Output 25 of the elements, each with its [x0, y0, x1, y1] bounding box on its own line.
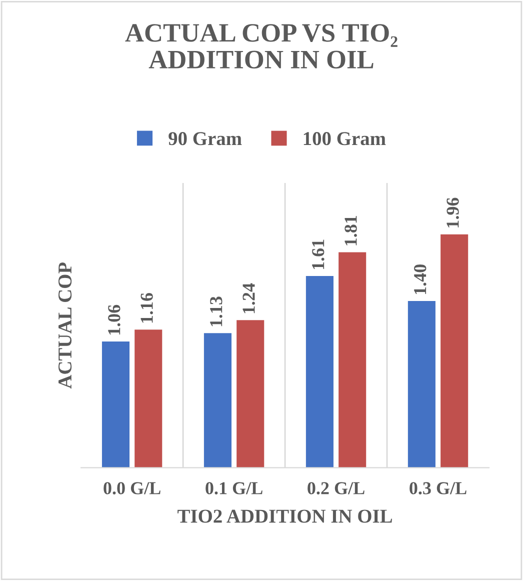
y-axis-title: ACTUAL COP	[58, 262, 72, 389]
bar	[338, 252, 366, 468]
x-tick-label: 0.3 G/L	[410, 482, 466, 494]
x-tick-label: 0.1 G/L	[206, 482, 262, 494]
data-label: 1.40	[414, 264, 426, 294]
x-tick-label: 0.2 G/L	[308, 482, 364, 494]
data-label: 1.61	[312, 240, 324, 270]
bar	[440, 234, 468, 468]
data-label: 1.16	[140, 292, 153, 323]
bar	[236, 320, 264, 468]
bar	[134, 330, 162, 468]
chart-title: ACTUAL COP VS TIO₂ ADDITION IN OIL	[125, 24, 398, 68]
data-label: 1.24	[242, 283, 255, 314]
data-label: 1.06	[108, 304, 120, 334]
bar	[204, 333, 232, 468]
data-label: 1.13	[210, 296, 222, 326]
bar	[408, 301, 436, 468]
legend-label: 100 Gram	[304, 132, 386, 146]
legend-label: 90 Gram	[168, 132, 242, 146]
x-tick-label: 0.0 G/L	[104, 482, 160, 494]
x-axis-title: TIO2 ADDITION IN OIL	[178, 510, 392, 523]
bar	[306, 276, 334, 468]
data-label: 1.96	[446, 198, 459, 228]
data-label: 1.81	[344, 216, 357, 246]
bar	[102, 342, 130, 468]
